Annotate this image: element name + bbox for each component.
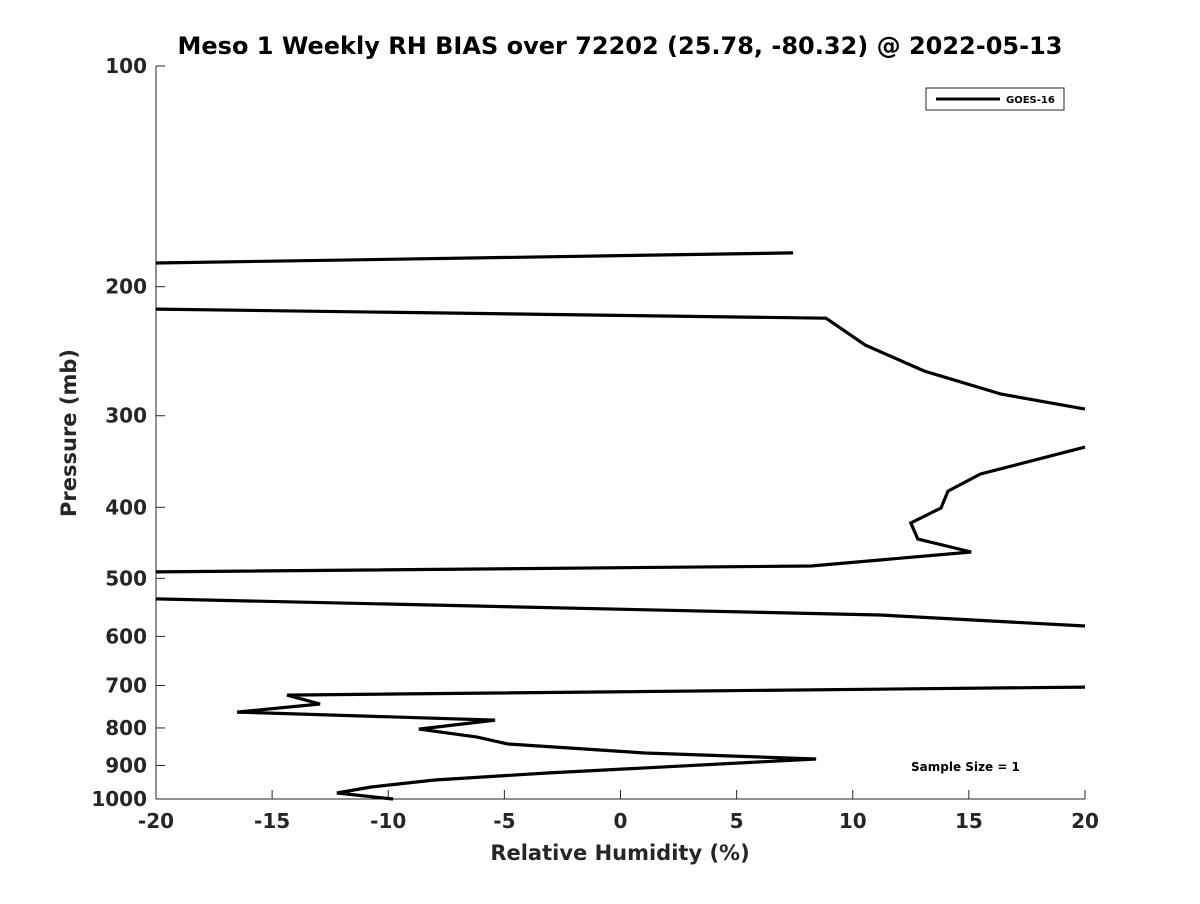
series-line-segment-5 (236, 685, 1086, 801)
chart-title: Meso 1 Weekly RH BIAS over 72202 (25.78,… (178, 32, 1063, 60)
y-tick-label: 200 (105, 275, 147, 299)
series-line-segment-4 (155, 597, 1086, 628)
y-tick-label: 500 (105, 566, 147, 590)
series-line-segment-3 (155, 445, 1086, 574)
y-tick-label: 700 (105, 673, 147, 697)
legend: GOES-16 (925, 87, 1065, 111)
x-tick-label: 10 (839, 809, 867, 833)
legend-label-goes16: GOES-16 (1006, 95, 1055, 106)
axes: -20 -15 -10 -5 0 5 10 15 20 100 200 300 400 500 600 700… (91, 54, 1099, 833)
x-tick-label: -5 (493, 809, 515, 833)
x-axis-label: Relative Humidity (%) (490, 841, 749, 865)
series-line-segment-1 (155, 251, 794, 265)
sample-size-annotation: Sample Size = 1 (911, 760, 1020, 774)
y-tick-label: 600 (105, 624, 147, 648)
x-tick-label: -15 (254, 809, 290, 833)
y-tick-label: 400 (105, 495, 147, 519)
x-tick-label: 15 (955, 809, 983, 833)
x-tick-label: -10 (370, 809, 406, 833)
plot-lines (155, 251, 1086, 801)
x-tick-label: 0 (614, 809, 628, 833)
y-tick-label: 1000 (91, 787, 147, 811)
y-tick-label: 800 (105, 716, 147, 740)
y-axis-label: Pressure (mb) (57, 349, 81, 517)
x-tick-label: -20 (138, 809, 174, 833)
x-tick-label: 20 (1071, 809, 1099, 833)
series-line-segment-2 (155, 307, 1086, 411)
y-tick-label: 300 (105, 404, 147, 428)
y-tick-label: 100 (105, 54, 147, 78)
y-tick-label: 900 (105, 753, 147, 777)
x-tick-label: 5 (730, 809, 744, 833)
